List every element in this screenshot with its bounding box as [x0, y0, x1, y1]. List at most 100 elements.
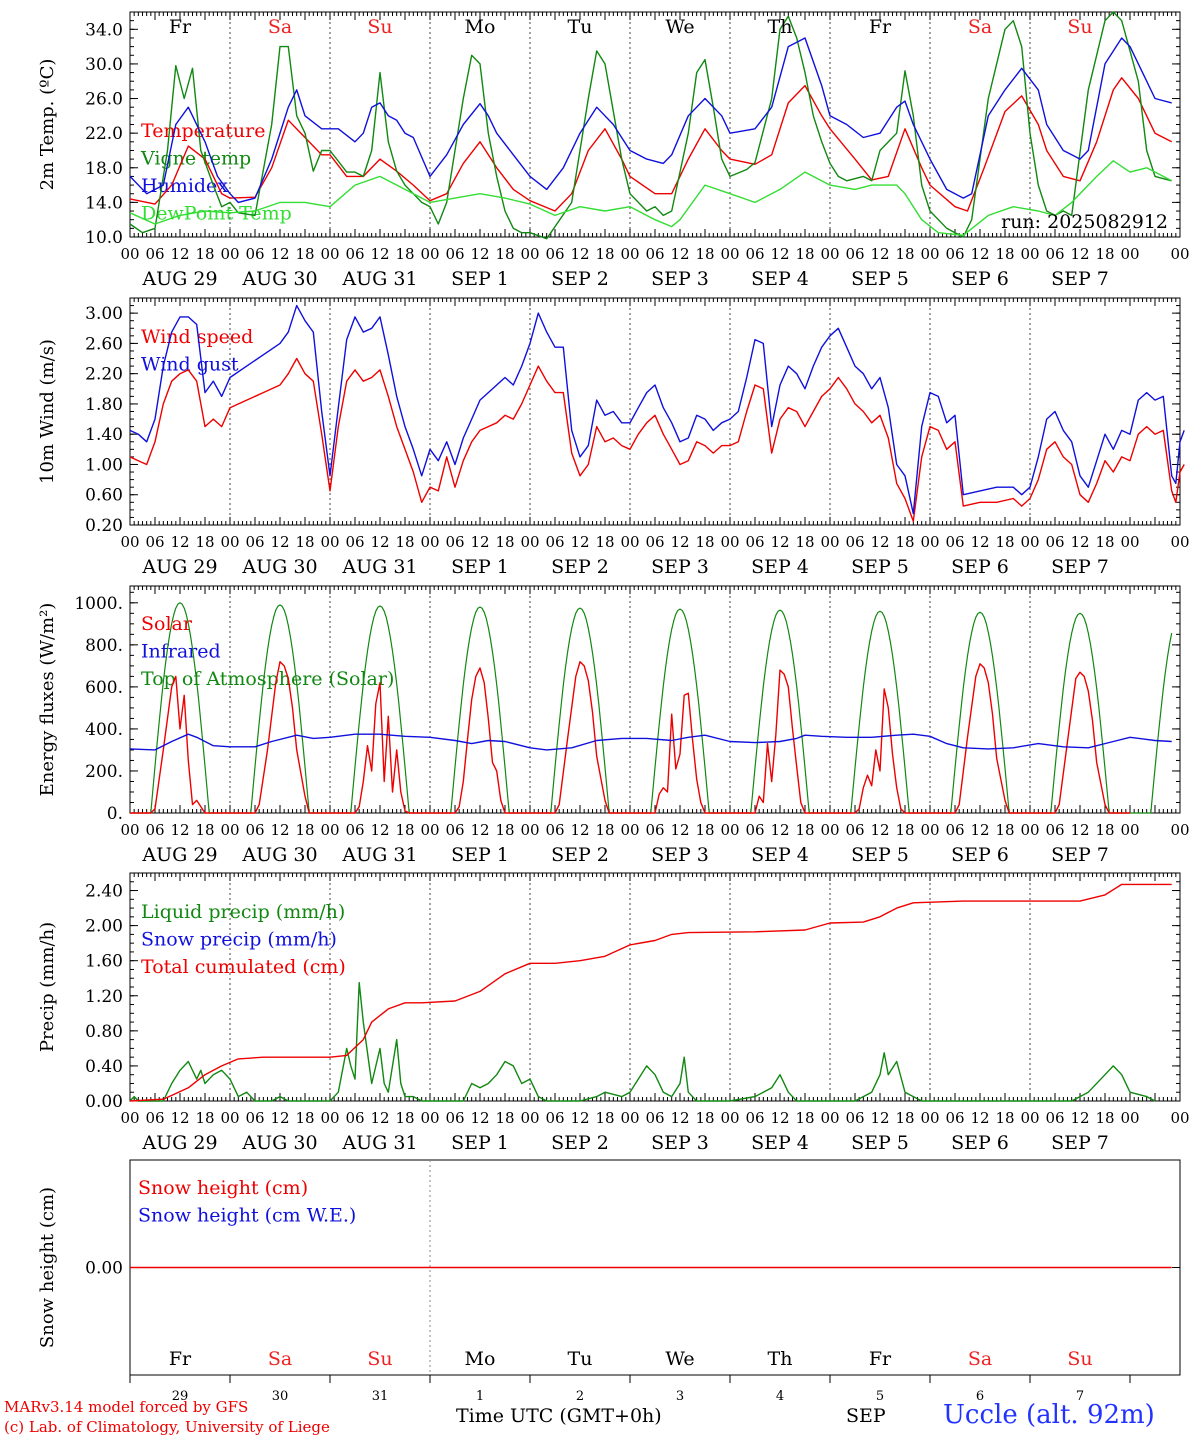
- y-tick-label: 200.: [85, 762, 123, 782]
- hour-tick-label: 06: [745, 821, 764, 839]
- run-label: run: 2025082912: [1001, 211, 1168, 233]
- hour-tick-label: 18: [695, 245, 714, 263]
- date-label: SEP 6: [951, 844, 1009, 866]
- hour-tick-label: 06: [245, 821, 264, 839]
- hour-tick-label: 06: [645, 1109, 664, 1127]
- legend-blue: Infrared: [141, 641, 221, 663]
- hour-tick-label: 00: [120, 821, 139, 839]
- series-total-cumulated-cm-: [129, 883, 1172, 1102]
- hour-tick-label: 00: [620, 1109, 639, 1127]
- date-label: AUG 30: [241, 268, 317, 290]
- hour-tick-label: 12: [270, 821, 289, 839]
- hour-tick-label: 06: [445, 821, 464, 839]
- date-label: SEP 4: [751, 844, 809, 866]
- hour-tick-label: 00: [520, 1109, 539, 1127]
- date-label: SEP 5: [851, 1132, 909, 1154]
- y-axis-title: Precip (mm/h): [37, 922, 58, 1052]
- y-tick-label: 14.0: [85, 193, 123, 213]
- hour-tick-label: 12: [1070, 533, 1089, 551]
- day-of-week-label: Tu: [568, 16, 593, 38]
- y-tick-label: 10.0: [85, 228, 123, 248]
- y-tick-label: 18.0: [85, 159, 123, 179]
- hour-tick-label: 06: [745, 533, 764, 551]
- date-label: SEP 5: [851, 556, 909, 578]
- y-axis-title: 2m Temp. (ºC): [37, 59, 58, 191]
- series-dewpoint-temp: [129, 160, 1173, 237]
- hour-tick-label: 18: [195, 245, 214, 263]
- day-number-label: 4: [776, 1389, 784, 1404]
- day-of-week-label: Fr: [869, 16, 892, 38]
- day-of-week-label: Fr: [169, 1348, 192, 1370]
- hour-tick-label: 06: [245, 1109, 264, 1127]
- hour-tick-label: 06: [845, 245, 864, 263]
- hour-tick-label: 00: [1170, 1109, 1189, 1127]
- date-label: AUG 30: [241, 844, 317, 866]
- y-tick-label: 0.20: [85, 516, 123, 536]
- station-label: Uccle (alt. 92m): [943, 1400, 1155, 1430]
- day-number-label: 1: [476, 1389, 484, 1404]
- date-label: AUG 31: [341, 556, 417, 578]
- hour-tick-label: 00: [720, 533, 739, 551]
- day-of-week-label: Sa: [968, 1348, 992, 1370]
- hour-tick-label: 12: [870, 533, 889, 551]
- hour-tick-label: 00: [620, 245, 639, 263]
- y-tick-label: 2.20: [85, 365, 123, 385]
- hour-tick-label: 00: [320, 821, 339, 839]
- legend-red: Snow height (cm): [138, 1177, 308, 1199]
- hour-tick-label: 00: [1120, 245, 1139, 263]
- series-infrared: [129, 733, 1172, 751]
- day-of-week-label: Fr: [869, 1348, 892, 1370]
- hour-tick-label: 06: [445, 1109, 464, 1127]
- hour-tick-label: 12: [970, 1109, 989, 1127]
- hour-tick-label: 18: [895, 821, 914, 839]
- y-axis-title: Snow height (cm): [37, 1187, 58, 1348]
- hour-tick-label: 12: [270, 1109, 289, 1127]
- hour-tick-label: 00: [820, 245, 839, 263]
- hour-tick-label: 18: [895, 1109, 914, 1127]
- hour-tick-label: 18: [395, 245, 414, 263]
- y-tick-label: 34.0: [85, 20, 123, 40]
- y-tick-label: 600.: [85, 678, 123, 698]
- hour-tick-label: 12: [270, 245, 289, 263]
- hour-tick-label: 12: [170, 821, 189, 839]
- hour-tick-label: 00: [420, 821, 439, 839]
- date-label: SEP 2: [551, 268, 609, 290]
- hour-tick-label: 12: [770, 821, 789, 839]
- y-tick-label: 2.40: [85, 882, 123, 902]
- day-of-week-label: Th: [768, 16, 793, 38]
- hour-tick-label: 06: [945, 245, 964, 263]
- legend-lightgreen: DewPoint Temp: [141, 203, 292, 225]
- hour-tick-label: 06: [345, 245, 364, 263]
- hour-tick-label: 18: [295, 1109, 314, 1127]
- hour-tick-label: 00: [620, 821, 639, 839]
- hour-tick-label: 12: [1070, 245, 1089, 263]
- hour-tick-label: 00: [320, 1109, 339, 1127]
- hour-tick-label: 06: [145, 245, 164, 263]
- hour-tick-label: 12: [670, 1109, 689, 1127]
- day-of-week-label: Su: [1067, 1348, 1092, 1370]
- hour-tick-label: 06: [145, 533, 164, 551]
- day-of-week-label: Mo: [465, 16, 496, 38]
- hour-tick-label: 12: [470, 245, 489, 263]
- hour-tick-label: 00: [420, 245, 439, 263]
- y-tick-label: 0.00: [85, 1259, 123, 1279]
- series-wind-speed: [129, 357, 1185, 522]
- hour-tick-label: 12: [770, 533, 789, 551]
- date-label: SEP 2: [551, 844, 609, 866]
- day-number-label: 29: [172, 1389, 189, 1404]
- hour-tick-label: 00: [420, 1109, 439, 1127]
- hour-tick-label: 12: [670, 245, 689, 263]
- date-label: SEP 6: [951, 1132, 1009, 1154]
- hour-tick-label: 00: [1170, 533, 1189, 551]
- date-label: SEP 6: [951, 556, 1009, 578]
- hour-tick-label: 12: [670, 821, 689, 839]
- hour-tick-label: 18: [795, 1109, 814, 1127]
- y-tick-label: 1.40: [85, 425, 123, 445]
- hour-tick-label: 00: [1170, 821, 1189, 839]
- hour-tick-label: 00: [920, 821, 939, 839]
- legend-blue: Snow height (cm W.E.): [138, 1205, 356, 1227]
- hour-tick-label: 18: [795, 245, 814, 263]
- hour-tick-label: 06: [945, 533, 964, 551]
- hour-tick-label: 06: [145, 1109, 164, 1127]
- hour-tick-label: 06: [345, 821, 364, 839]
